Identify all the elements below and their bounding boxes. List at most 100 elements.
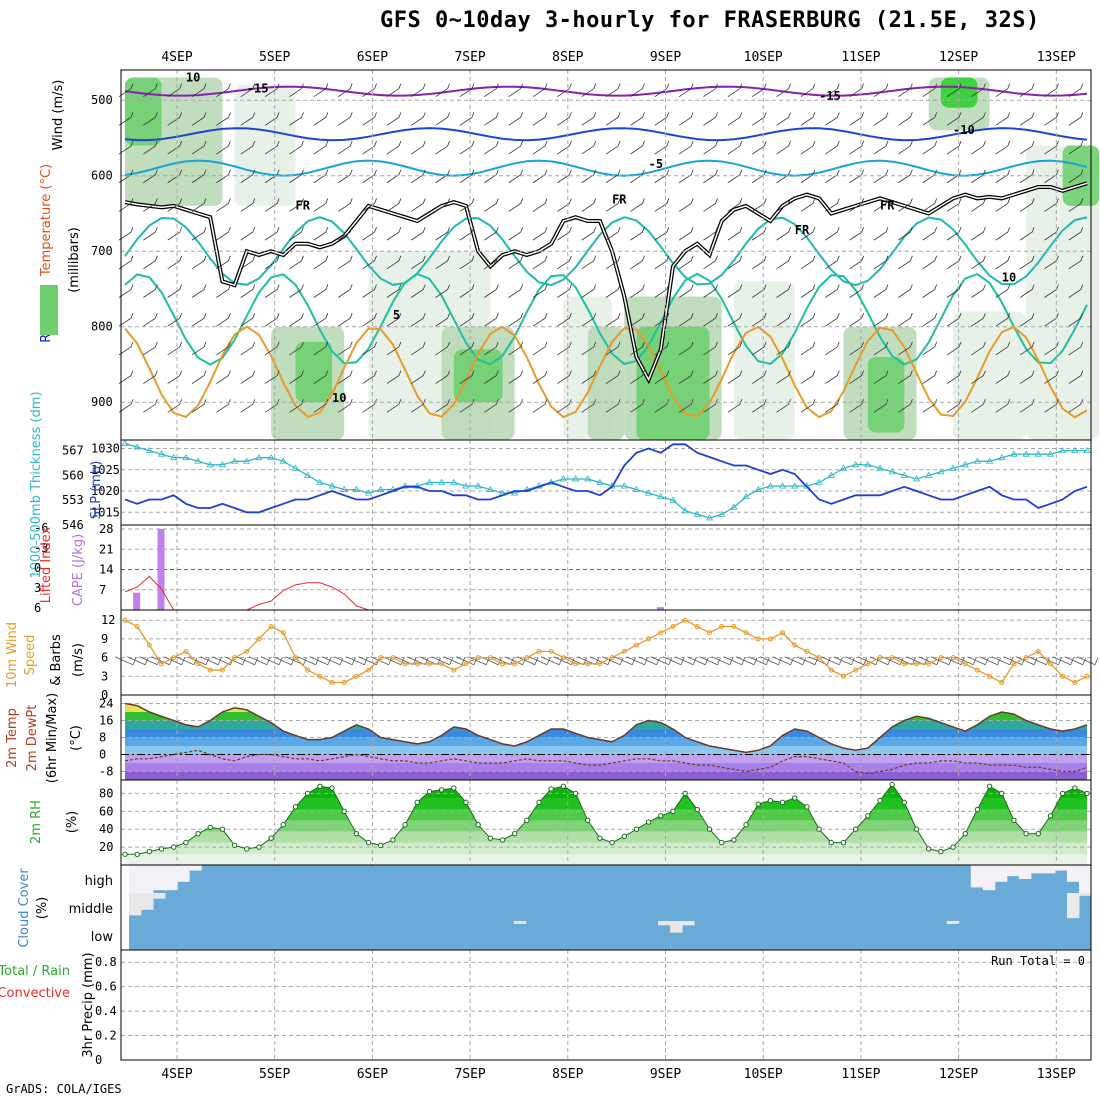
upper-wind-barb [727, 341, 743, 356]
x-date-label-top: 11SEP [841, 50, 880, 65]
rh-point [499, 837, 506, 843]
upper-wind-barb [435, 226, 450, 241]
thickness-point [486, 485, 495, 492]
x-date-label-bottom: 10SEP [744, 1067, 783, 1082]
upper-wind-barb [776, 169, 791, 184]
upper-wind-barb [313, 284, 329, 298]
upper-wind-barb [776, 255, 791, 270]
wind-barb [346, 656, 368, 666]
upper-wind-barb [118, 198, 134, 212]
upper-wind-barb [995, 83, 1011, 97]
upper-wind-barb [532, 370, 548, 384]
thickness-point [401, 482, 409, 489]
upper-wind-barb [411, 112, 426, 126]
upper-wind-barb [825, 198, 840, 212]
rh-point [670, 808, 676, 815]
upper-wind-barb [898, 399, 913, 413]
thickness-point [510, 489, 519, 496]
upper-wind-barb [484, 112, 499, 126]
upper-wind-barb [191, 255, 207, 270]
rh-point [731, 837, 737, 843]
thickness-point [243, 457, 251, 464]
rh-point [804, 804, 810, 810]
wind-speed-point [305, 667, 311, 673]
upper-wind-barb [849, 341, 865, 356]
upper-wind-barb [654, 399, 670, 413]
rh-point [451, 785, 457, 791]
upper-wind-barb [337, 313, 353, 327]
wind-speed-point [1072, 680, 1078, 686]
rh-point [183, 839, 189, 846]
upper-wind-barb [508, 112, 524, 126]
cloud-clear-cell [682, 921, 695, 926]
thickness-point [888, 468, 896, 475]
precip-conv-label: Convective [0, 986, 70, 1001]
precip-total-label: Total / Rain [0, 964, 70, 979]
x-date-label-bottom: 13SEP [1037, 1067, 1076, 1082]
x-date-label-bottom: 4SEP [161, 1067, 192, 1082]
wind-barb [1015, 656, 1038, 666]
x-date-label-top: 13SEP [1037, 50, 1076, 65]
temp-ytick: -8 [99, 765, 113, 779]
contour-label: FR [795, 223, 810, 237]
cloud-base [129, 865, 1091, 950]
li-ytick: 3 [34, 581, 41, 595]
rh-point [609, 839, 615, 846]
rh-point [633, 826, 640, 832]
precip-ytick: 0.4 [95, 1004, 117, 1018]
upper-wind-barb [605, 112, 621, 126]
rh-point [645, 819, 652, 825]
upper-wind-barb [873, 83, 889, 97]
wind-ylabel: Speed [23, 635, 38, 676]
upper-wind-barb [435, 399, 450, 413]
cloud-clear-cell [177, 865, 190, 882]
upper-wind-barb [484, 226, 499, 241]
upper-wind-barb [825, 140, 840, 155]
wind-speed-point [828, 667, 834, 673]
upper-wind-barb [240, 284, 256, 298]
upper-wind-barb [264, 169, 280, 184]
thickness-point [924, 471, 933, 478]
rh-point [171, 844, 177, 850]
thickness-point [182, 453, 190, 461]
thickness-point [328, 482, 336, 489]
upper-wind-barb [1044, 140, 1059, 155]
upper-wind-barb [800, 341, 816, 356]
upper-wind-barb [630, 370, 645, 384]
isotherm-minus15 [124, 85, 1088, 97]
upper-wind-barb [727, 370, 743, 384]
wind-barb [528, 656, 551, 666]
upper-wind-barb [435, 140, 450, 155]
wind-speed-point [268, 623, 274, 629]
wind-speed-point [207, 667, 213, 673]
upper-wind-barb [727, 284, 743, 298]
upper-wind-barb [751, 169, 767, 184]
upper-wind-barb [532, 399, 548, 413]
x-date-label-top: 6SEP [357, 50, 388, 65]
wind-speed-point [159, 661, 165, 667]
cloud-clear-cell [141, 865, 154, 893]
upper-wind-barb [971, 226, 986, 241]
upper-wind-barb [995, 169, 1011, 184]
wind-ylabel: (m/s) [71, 643, 86, 677]
upper-wind-barb [703, 284, 718, 298]
upper-wind-barb [581, 112, 597, 126]
upper-wind-barb [313, 341, 329, 356]
freezing-level-inner [124, 182, 1088, 382]
cloud-clear-cell [1078, 893, 1092, 896]
thickness-point [413, 482, 421, 489]
rh-point [536, 799, 542, 806]
slp-ytick: 1020 [91, 484, 120, 498]
upper-wind-barb [800, 140, 816, 155]
upper-wind-barb [825, 83, 840, 97]
wind-speed-point [682, 617, 688, 623]
rh-point [122, 851, 128, 857]
upper-wind-barb [605, 226, 621, 241]
upper-wind-barb [240, 112, 256, 126]
temp-ylabel: (°C) [69, 725, 84, 751]
rh-point [560, 783, 567, 789]
cloud-clear-cell [1030, 865, 1044, 874]
upper-wind-barb [1019, 399, 1035, 413]
cloud-clear-cell [1054, 865, 1068, 871]
thickness-point [571, 475, 580, 482]
